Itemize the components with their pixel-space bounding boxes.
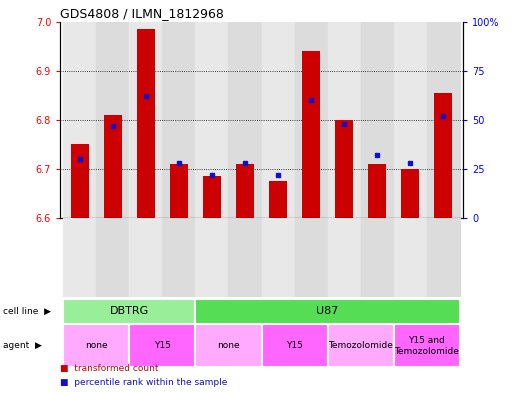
Text: none: none: [217, 342, 240, 350]
Text: Temozolomide: Temozolomide: [328, 342, 393, 350]
Bar: [96, 22, 130, 218]
Bar: [434, 93, 452, 218]
Bar: [262, 324, 327, 367]
Bar: [393, 22, 427, 218]
Text: GDS4808 / ILMN_1812968: GDS4808 / ILMN_1812968: [60, 7, 224, 20]
Bar: [163, 22, 196, 218]
Bar: [163, 218, 196, 297]
Bar: [130, 218, 163, 297]
Bar: [96, 218, 130, 297]
Text: Y15 and
Temozolomide: Y15 and Temozolomide: [394, 336, 459, 356]
Text: U87: U87: [316, 307, 339, 316]
Bar: [196, 299, 460, 324]
Bar: [294, 218, 327, 297]
Text: agent  ▶: agent ▶: [3, 342, 41, 350]
Bar: [170, 164, 188, 218]
Text: DBTRG: DBTRG: [110, 307, 149, 316]
Bar: [63, 299, 196, 324]
Text: Y15: Y15: [154, 342, 171, 350]
Text: none: none: [85, 342, 108, 350]
Bar: [393, 324, 460, 367]
Bar: [71, 145, 89, 218]
Bar: [63, 324, 130, 367]
Bar: [196, 218, 229, 297]
Bar: [203, 176, 221, 218]
Bar: [229, 22, 262, 218]
Bar: [130, 324, 196, 367]
Bar: [236, 164, 254, 218]
Bar: [327, 22, 360, 218]
Bar: [196, 324, 262, 367]
Bar: [104, 115, 122, 218]
Bar: [327, 324, 393, 367]
Bar: [360, 22, 393, 218]
Text: Y15: Y15: [286, 342, 303, 350]
Bar: [294, 22, 327, 218]
Bar: [63, 218, 96, 297]
Bar: [269, 181, 287, 218]
Bar: [196, 22, 229, 218]
Bar: [63, 22, 96, 218]
Text: ■  transformed count: ■ transformed count: [60, 364, 158, 373]
Bar: [137, 29, 155, 218]
Bar: [302, 51, 320, 218]
Text: cell line  ▶: cell line ▶: [3, 307, 51, 316]
Bar: [393, 218, 427, 297]
Bar: [262, 218, 294, 297]
Bar: [427, 22, 460, 218]
Text: ■  percentile rank within the sample: ■ percentile rank within the sample: [60, 378, 228, 387]
Bar: [427, 218, 460, 297]
Bar: [327, 218, 360, 297]
Bar: [130, 22, 163, 218]
Bar: [360, 218, 393, 297]
Bar: [229, 218, 262, 297]
Bar: [368, 164, 386, 218]
Bar: [401, 169, 419, 218]
Bar: [262, 22, 294, 218]
Bar: [335, 120, 353, 218]
